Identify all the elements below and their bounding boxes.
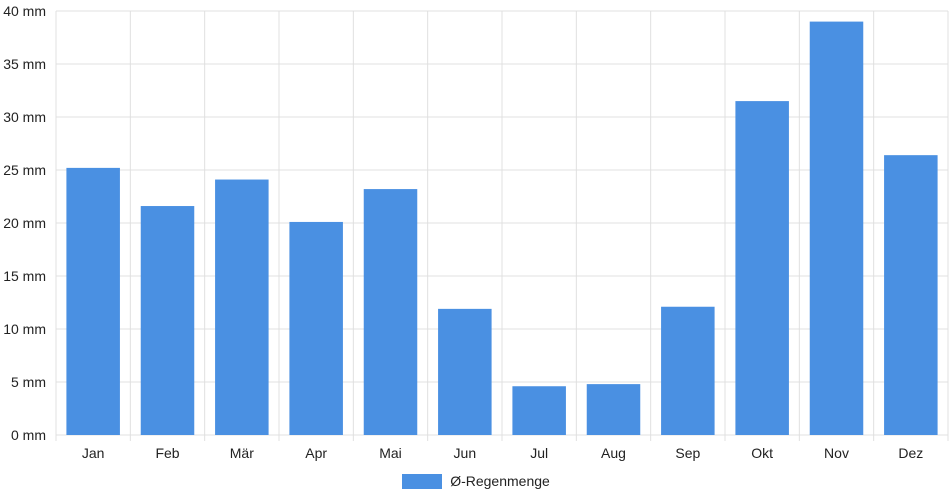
- bar-nov[interactable]: [809, 21, 864, 435]
- y-tick-label: 25 mm: [3, 162, 46, 178]
- bar-okt[interactable]: [735, 101, 789, 435]
- legend-swatch: [402, 473, 443, 489]
- y-tick-label: 5 mm: [11, 374, 46, 390]
- x-tick-label: Jun: [454, 445, 477, 461]
- bar-feb[interactable]: [140, 206, 195, 435]
- legend[interactable]: Ø-Regenmenge: [0, 473, 952, 489]
- y-tick-label: 0 mm: [11, 427, 46, 443]
- x-axis-ticks: Jan Feb Mär Apr Mai Jun Jul Aug Sep Okt Nov Dez: [82, 445, 923, 461]
- x-tick-label: Jul: [530, 445, 548, 461]
- bar-sep[interactable]: [661, 306, 715, 435]
- bar-aug[interactable]: [586, 384, 641, 435]
- y-tick-label: 15 mm: [3, 268, 46, 284]
- y-tick-label: 20 mm: [3, 215, 46, 231]
- bar-dez[interactable]: [884, 155, 938, 435]
- x-tick-label: Nov: [824, 445, 849, 461]
- bar-mär[interactable]: [215, 179, 269, 435]
- x-tick-label: Dez: [898, 445, 923, 461]
- x-tick-label: Jan: [82, 445, 105, 461]
- y-tick-label: 40 mm: [3, 3, 46, 19]
- y-axis-ticks: 0 mm 5 mm 10 mm 15 mm 20 mm 25 mm 30 mm 35 mm 40…: [3, 3, 46, 443]
- bar-jun[interactable]: [438, 308, 492, 435]
- y-tick-label: 10 mm: [3, 321, 46, 337]
- y-tick-label: 35 mm: [3, 56, 46, 72]
- bar-series: [66, 21, 938, 435]
- bar-jan[interactable]: [66, 167, 120, 435]
- bar-mai[interactable]: [363, 189, 418, 435]
- bar-apr[interactable]: [289, 221, 343, 435]
- x-tick-label: Aug: [601, 445, 626, 461]
- x-tick-label: Feb: [155, 445, 179, 461]
- x-tick-label: Mai: [379, 445, 402, 461]
- x-tick-label: Mär: [230, 445, 254, 461]
- legend-label: Ø-Regenmenge: [450, 473, 550, 489]
- x-tick-label: Sep: [675, 445, 700, 461]
- x-tick-label: Apr: [305, 445, 327, 461]
- grid-lines: [55, 10, 949, 441]
- y-tick-label: 30 mm: [3, 109, 46, 125]
- bar-jul[interactable]: [512, 386, 566, 435]
- x-tick-label: Okt: [751, 445, 773, 461]
